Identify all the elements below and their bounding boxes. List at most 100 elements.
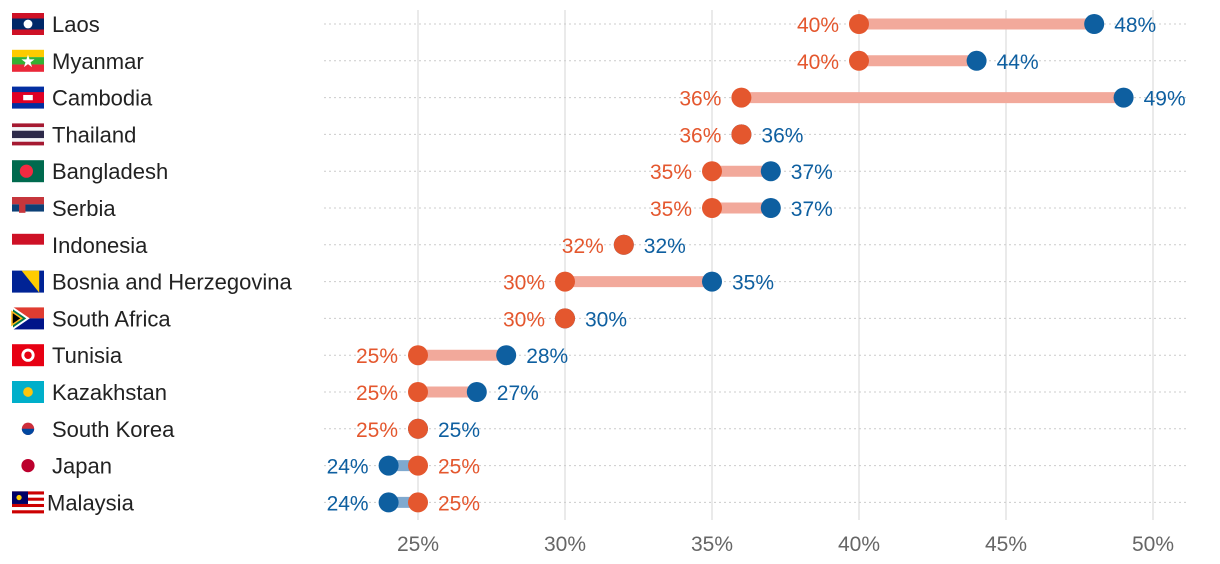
orange-value-label: 25% (356, 419, 398, 442)
orange-dot (731, 124, 752, 145)
blue-value-label: 24% (327, 456, 369, 479)
orange-value-label: 36% (679, 88, 721, 111)
orange-value-label: 30% (503, 308, 545, 331)
south-korea-flag-icon (12, 417, 44, 440)
blue-value-label: 37% (791, 161, 833, 184)
orange-dot (702, 161, 722, 182)
orange-value-label: 25% (438, 456, 480, 479)
orange-value-label: 30% (503, 272, 545, 295)
orange-dot (555, 308, 575, 329)
blue-dot (378, 455, 399, 476)
country-label: Myanmar (52, 49, 144, 74)
blue-dot (966, 50, 987, 71)
x-tick-label: 40% (838, 533, 880, 556)
row-bangladesh: Bangladesh 35% 37% (12, 159, 833, 184)
country-label: Laos (52, 12, 100, 37)
orange-dot (408, 345, 428, 366)
bosnia-flag-icon (12, 270, 44, 293)
blue-value-label: 27% (497, 382, 539, 405)
country-label: Kazakhstan (52, 380, 167, 405)
x-tick-label: 30% (544, 533, 586, 556)
orange-value-label: 40% (797, 51, 839, 74)
country-label: South Korea (52, 417, 175, 442)
orange-value-label: 25% (438, 492, 480, 515)
orange-value-label: 35% (650, 198, 692, 221)
x-tick-label: 35% (691, 533, 733, 556)
blue-dot (466, 382, 487, 402)
japan-flag-icon (12, 454, 44, 477)
blue-value-label: 49% (1144, 88, 1186, 111)
country-label: Bangladesh (52, 159, 168, 184)
blue-dot (702, 271, 722, 292)
tunisia-flag-icon (12, 344, 44, 367)
orange-dot (408, 382, 428, 402)
blue-value-label: 25% (438, 419, 480, 442)
blue-value-label: 48% (1114, 14, 1156, 37)
country-label: Japan (52, 454, 112, 479)
row-south-korea: South Korea 25% 25% (12, 417, 480, 442)
orange-value-label: 32% (562, 235, 604, 258)
row-cambodia: Cambodia 36% 49% (12, 86, 1186, 111)
row-myanmar: ★ Myanmar 40% 44% (12, 49, 1039, 74)
blue-value-label: 37% (791, 198, 833, 221)
country-label: Bosnia and Herzegovina (52, 270, 292, 295)
blue-value-label: 36% (761, 124, 803, 147)
x-tick-label: 45% (985, 533, 1027, 556)
orange-dot (613, 234, 634, 255)
orange-value-label: 25% (356, 345, 398, 368)
row-serbia: Serbia 35% 37% (12, 196, 833, 221)
country-label: Serbia (52, 196, 116, 221)
blue-value-label: 30% (585, 308, 627, 331)
orange-value-label: 36% (679, 124, 721, 147)
kazakhstan-flag-icon (12, 381, 44, 403)
south-africa-flag-icon (11, 305, 44, 332)
orange-dot (408, 492, 428, 513)
row-south-africa: South Africa 30% 30% (11, 305, 627, 332)
country-label: South Africa (52, 306, 171, 331)
country-label: Indonesia (52, 233, 148, 258)
row-kazakhstan: Kazakhstan 25% 27% (12, 380, 539, 405)
country-label: Cambodia (52, 86, 153, 111)
blue-dot (1113, 87, 1134, 108)
x-tick-label: 50% (1132, 533, 1174, 556)
malaysia-flag-icon (12, 491, 44, 514)
orange-value-label: 35% (650, 161, 692, 184)
blue-dot (496, 345, 517, 366)
orange-dot (702, 198, 722, 218)
blue-value-label: 44% (997, 51, 1039, 74)
country-label: Malaysia (47, 490, 135, 515)
country-label: Thailand (52, 122, 136, 147)
orange-dot (849, 50, 869, 71)
row-tunisia: Tunisia 25% 28% (12, 343, 568, 368)
blue-dot (378, 492, 399, 513)
row-laos: Laos 40% 48% (12, 12, 1156, 37)
blue-dot (1084, 14, 1105, 34)
blue-value-label: 28% (526, 345, 568, 368)
grid-lines (324, 10, 1186, 520)
row-bosnia: Bosnia and Herzegovina 30% 35% (12, 270, 774, 295)
serbia-flag-icon (12, 197, 44, 219)
orange-dot (408, 455, 428, 476)
x-tick-label: 25% (397, 533, 439, 556)
orange-dot (731, 87, 752, 108)
orange-dot (849, 14, 869, 34)
cambodia-flag-icon (12, 86, 44, 109)
bangladesh-flag-icon (12, 160, 44, 183)
orange-dot (555, 271, 575, 292)
row-indonesia: Indonesia 32% 32% (12, 233, 686, 258)
country-label: Tunisia (52, 343, 123, 368)
blue-dot (760, 198, 781, 218)
orange-value-label: 40% (797, 14, 839, 37)
svg-text:★: ★ (20, 52, 35, 72)
thailand-flag-icon (12, 123, 44, 146)
blue-value-label: 32% (644, 235, 686, 258)
myanmar-flag-icon: ★ (12, 49, 44, 72)
orange-value-label: 25% (356, 382, 398, 405)
blue-value-label: 24% (327, 492, 369, 515)
laos-flag-icon (12, 13, 44, 35)
blue-dot (760, 161, 781, 182)
blue-value-label: 35% (732, 272, 774, 295)
row-thailand: Thailand 36% 36% (12, 122, 803, 147)
